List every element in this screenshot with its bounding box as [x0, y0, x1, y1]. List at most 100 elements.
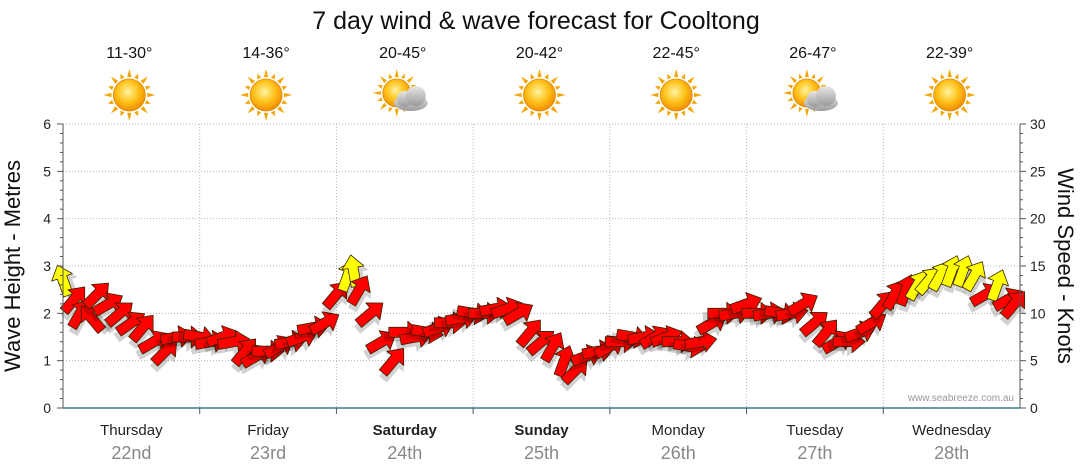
sun-ray: [544, 110, 549, 117]
sun-ray: [805, 108, 809, 117]
sun-ray: [674, 69, 679, 78]
right-axis-label: Wind Speed - Knots: [1053, 168, 1078, 364]
sun-ray: [134, 110, 139, 117]
sun-ray: [960, 106, 969, 114]
sun-ray: [283, 92, 293, 98]
left-y-ticks: 0 1 2 3 4 5 6: [43, 116, 51, 416]
day-header: 11-30°: [103, 45, 156, 121]
sun-ray: [379, 76, 387, 84]
sun-ray: [965, 99, 971, 104]
right-tick-label: 25: [1030, 163, 1046, 179]
sun-ray: [281, 86, 288, 91]
wind-arrow: [353, 302, 384, 334]
sun-disc: [933, 78, 967, 112]
day-header: 20-45°: [372, 45, 428, 117]
sun-ray: [257, 110, 262, 117]
left-tick-label: 3: [43, 258, 51, 274]
day-header: 20-42°: [513, 45, 566, 121]
left-tick-label: 0: [43, 400, 51, 416]
wind-arrow-body: [786, 292, 818, 317]
sun-ray: [394, 108, 399, 117]
wind-arrow-body: [540, 332, 565, 364]
sun-ray: [947, 112, 952, 121]
sun-ray: [537, 112, 542, 121]
sun-rays: [240, 69, 293, 121]
sun-ray: [521, 106, 529, 114]
sun-ray: [247, 76, 255, 84]
day-headers: 11-30° 14-36° 20-45° 20-42° 22-45° 26-47° 22-3…: [103, 45, 976, 121]
wind-arrows: [51, 254, 1026, 392]
axes: [57, 123, 1026, 414]
sun-ray: [557, 92, 566, 98]
sun-ray: [931, 106, 939, 114]
cloud-shape: [803, 86, 838, 111]
sun-rays: [513, 69, 566, 121]
wind-arrow-body: [378, 348, 405, 377]
left-axis-label: Wave Height - Metres: [0, 160, 25, 372]
sun-ray: [544, 73, 549, 80]
sun-ray: [108, 99, 114, 104]
sun-ray: [530, 110, 535, 117]
sun-ray: [134, 73, 139, 80]
right-tick-label: 5: [1030, 353, 1038, 369]
sun-ray: [681, 73, 686, 80]
sun-disc: [249, 78, 283, 112]
sun-ray: [110, 76, 119, 84]
sun-ray: [372, 91, 381, 95]
sun-ray: [537, 69, 542, 78]
sun-ray: [521, 76, 529, 84]
wind-arrow-body: [501, 301, 533, 327]
left-tick-label: 6: [43, 116, 51, 132]
sun-ray: [691, 86, 698, 91]
sun-ray: [277, 106, 285, 114]
sun-ray: [657, 76, 666, 84]
cloud-part: [405, 86, 426, 106]
sun-ray: [406, 76, 414, 84]
day-temp-range: 11-30°: [106, 45, 152, 62]
day-name-label: Wednesday: [912, 422, 991, 439]
grid-lines: [63, 123, 1020, 408]
wind-arrow: [999, 291, 1026, 326]
sun-ray: [257, 73, 262, 80]
day-temp-range: 20-42°: [516, 45, 563, 62]
sun-ray: [657, 106, 666, 114]
wind-arrow: [346, 275, 372, 313]
sun-ray: [805, 69, 809, 78]
sun-ray: [798, 73, 803, 80]
sun-icon: [650, 69, 703, 121]
day-header: 22-39°: [923, 45, 976, 121]
sun-ray: [247, 106, 255, 114]
sun-ray: [127, 69, 132, 78]
wind-arrow: [784, 292, 818, 323]
sun-ray: [923, 92, 932, 98]
day-date-label: 24th: [387, 443, 422, 463]
sun-ray: [244, 86, 251, 91]
wind-arrow: [500, 301, 533, 332]
sun-ray: [928, 86, 934, 91]
sun-ray: [694, 92, 703, 98]
sun-ray: [277, 76, 285, 84]
sun-ray: [110, 106, 119, 114]
sun-ray: [140, 76, 148, 84]
sun-ray: [650, 92, 659, 98]
sun-ray: [120, 73, 125, 80]
cloud-part: [815, 86, 836, 106]
sun-ray: [379, 102, 387, 110]
cloud-shape: [393, 86, 428, 111]
wind-arrow: [961, 261, 987, 299]
left-tick-label: 2: [43, 305, 51, 321]
sun-rays: [923, 69, 976, 121]
sun-ray: [931, 76, 939, 84]
wind-arrow-body: [365, 330, 397, 355]
right-tick-label: 15: [1030, 258, 1046, 274]
wind-arrow: [363, 330, 397, 360]
sun-ray: [394, 69, 399, 78]
sun-ray: [654, 99, 661, 104]
chart-title: 7 day wind & wave forecast for Cooltong: [312, 7, 759, 35]
day-labels: Thursday 22nd Friday 23rd Saturday 24th Sunday…: [100, 422, 992, 463]
sun-icon: [513, 69, 566, 121]
wind-arrow-body: [346, 275, 371, 307]
day-temp-range: 22-39°: [926, 45, 973, 62]
sun-ray: [681, 110, 686, 117]
